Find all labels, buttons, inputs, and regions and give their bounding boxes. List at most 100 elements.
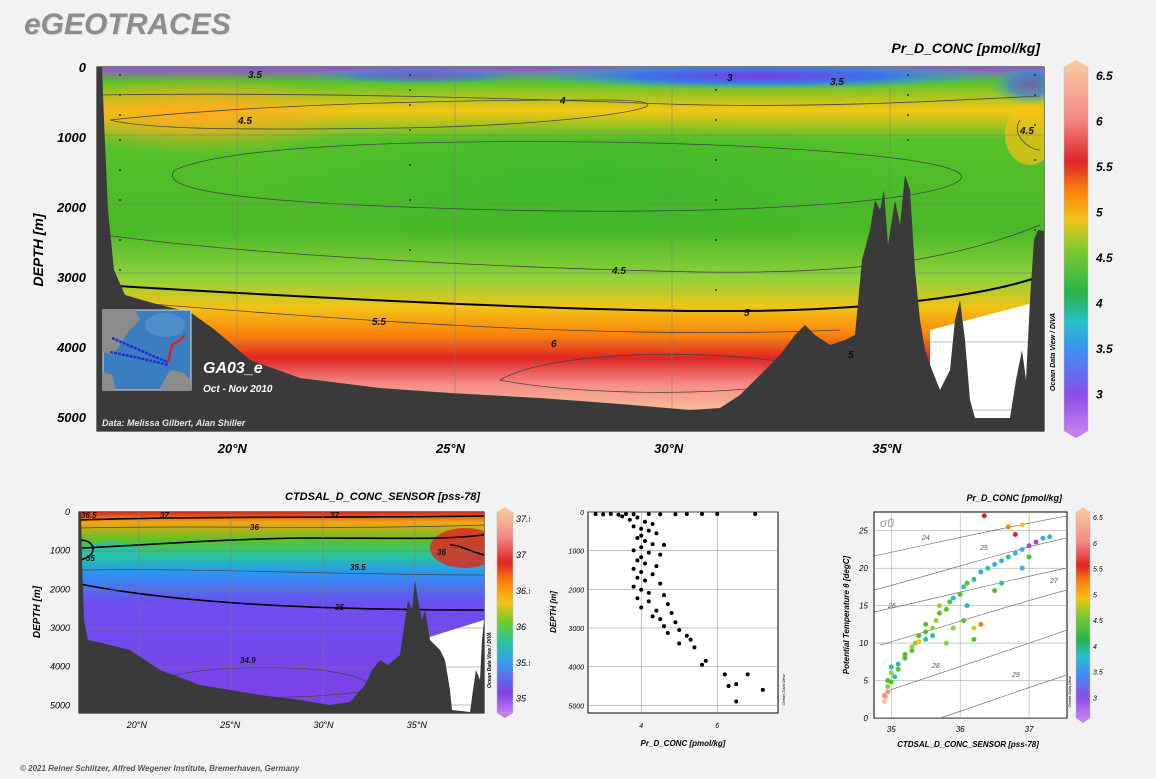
ts-point: [947, 599, 953, 605]
main-colorbar-tick-label: 4.5: [1095, 251, 1113, 265]
profile-points: [593, 512, 765, 704]
ts-plot-frame: [873, 511, 1068, 719]
profile-point: [703, 658, 708, 663]
profile-y-tick-labels: 0 1000 2000 3000 4000 5000: [567, 510, 584, 710]
profile-x-tick-label: 4: [639, 723, 643, 730]
contour-label: 6: [551, 339, 557, 350]
main-colorbar: [1063, 66, 1089, 432]
main-section-chart: Pr_D_CONC [pmol/kg]: [30, 40, 1113, 456]
contour-label: 35: [335, 603, 344, 612]
contour-label: 5: [744, 308, 750, 319]
contour-label: 4: [559, 96, 566, 107]
contour-label: 37: [160, 511, 169, 520]
isoline-label: 27: [1049, 578, 1059, 585]
ts-y-tick-label: 5: [864, 677, 869, 686]
ts-title: Pr_D_CONC [pmol/kg]: [966, 493, 1063, 503]
ts-point: [1026, 554, 1032, 560]
ts-point: [895, 666, 901, 672]
ts-colorbar: [1075, 511, 1091, 719]
ts-point: [933, 618, 939, 624]
ts-scatter-chart: Pr_D_CONC [pmol/kg] 24 25 27 26 28 29 σ0…: [842, 493, 1103, 749]
ts-point: [902, 651, 908, 657]
main-field: [97, 67, 1044, 431]
profile-point: [669, 610, 674, 615]
profile-y-tick-label: 5000: [568, 703, 584, 710]
profile-point: [643, 539, 647, 544]
profile-point: [620, 514, 625, 519]
main-colorbar-tick-label: 3.5: [1096, 342, 1113, 356]
ts-xlabel: CTDSAL_D_CONC_SENSOR [pss-78]: [897, 740, 1039, 749]
contour-label: 36: [437, 548, 446, 557]
ts-ylabel: Potential Temperature θ [degC]: [842, 555, 851, 674]
profile-point: [745, 672, 750, 677]
profile-point: [608, 512, 613, 516]
salinity-y-tick-label: 0: [65, 507, 70, 517]
ts-y-tick-label: 0: [864, 714, 869, 723]
main-y-tick-labels: 0 1000 2000 3000 4000 5000: [56, 60, 87, 425]
profile-point: [688, 637, 693, 642]
salinity-colorbar-tick-label: 37.5: [516, 514, 530, 524]
profile-point: [665, 602, 670, 607]
isoline-label: 28: [931, 663, 940, 670]
ts-point: [909, 644, 915, 650]
salinity-colorbar-tick-label: 36: [516, 622, 526, 632]
main-ylabel: DEPTH [m]: [30, 212, 46, 286]
main-seafloor: [97, 67, 1044, 431]
profile-point: [646, 590, 651, 595]
ts-point: [1012, 550, 1018, 556]
ts-x-tick-labels: 35 36 37: [887, 725, 1034, 734]
profile-point: [734, 682, 739, 687]
ts-point: [999, 558, 1005, 564]
profile-point: [722, 672, 727, 677]
ts-point: [950, 595, 956, 601]
ts-colorbar-tick-label: 5.5: [1093, 567, 1103, 574]
ts-point: [1005, 554, 1011, 560]
salinity-section-chart: CTDSAL_D_CONC_SENSOR [pss-78] 36.5: [32, 491, 530, 730]
ts-point: [923, 621, 929, 627]
ts-point: [1012, 531, 1018, 537]
salinity-x-tick-label: 30°N: [313, 720, 334, 730]
ts-colorbar-tick-label: 6: [1093, 541, 1097, 548]
contour-label: 34.9: [240, 656, 256, 665]
salinity-y-tick-label: 4000: [50, 662, 70, 672]
salinity-colorbar-tick-label: 35.5: [516, 658, 530, 668]
main-x-tick-label: 35°N: [872, 441, 902, 456]
salinity-ylabel: DEPTH [m]: [32, 585, 43, 638]
profile-point: [646, 528, 651, 533]
ts-point: [1033, 539, 1039, 545]
profile-point: [658, 581, 663, 586]
profile-point: [624, 512, 628, 516]
ts-point: [964, 580, 970, 586]
ts-point: [888, 664, 894, 670]
profile-y-tick-label: 0: [580, 510, 584, 517]
main-y-tick-label: 5000: [57, 410, 87, 425]
copyright-footer: © 2021 Reiner Schlitzer, Alfred Wegener …: [20, 764, 300, 773]
salinity-x-tick-label: 35°N: [407, 720, 428, 730]
contour-label: 36: [250, 523, 259, 532]
ts-y-tick-label: 25: [858, 527, 868, 536]
profile-point: [658, 552, 663, 557]
profile-point: [734, 699, 739, 704]
contour-label: 35.5: [350, 563, 366, 572]
contour-label: 36.5: [81, 511, 97, 520]
data-credit: Data: Melissa Gilbert, Alan Shiller: [102, 418, 246, 428]
main-x-tick-label: 30°N: [654, 441, 684, 456]
profile-point: [643, 578, 647, 583]
salinity-colorbar: [496, 511, 514, 714]
ts-point: [930, 633, 936, 639]
profile-point: [635, 575, 640, 580]
ts-point: [950, 625, 956, 631]
profile-point: [635, 535, 640, 540]
profile-point: [684, 633, 689, 638]
ts-x-tick-label: 35: [887, 725, 896, 734]
ts-colorbar-tick-label: 3.5: [1093, 670, 1103, 677]
profile-point: [631, 512, 636, 517]
main-colorbar-tick-label: 5.5: [1096, 160, 1113, 174]
profile-point: [627, 517, 632, 522]
ts-point: [916, 639, 922, 645]
salinity-colorbar-tick-labels: 37.5 37 36.5 36 35.5 35: [516, 514, 530, 703]
profile-point: [654, 564, 659, 569]
salinity-x-tick-label: 20°N: [126, 720, 148, 730]
profile-point: [760, 687, 765, 692]
